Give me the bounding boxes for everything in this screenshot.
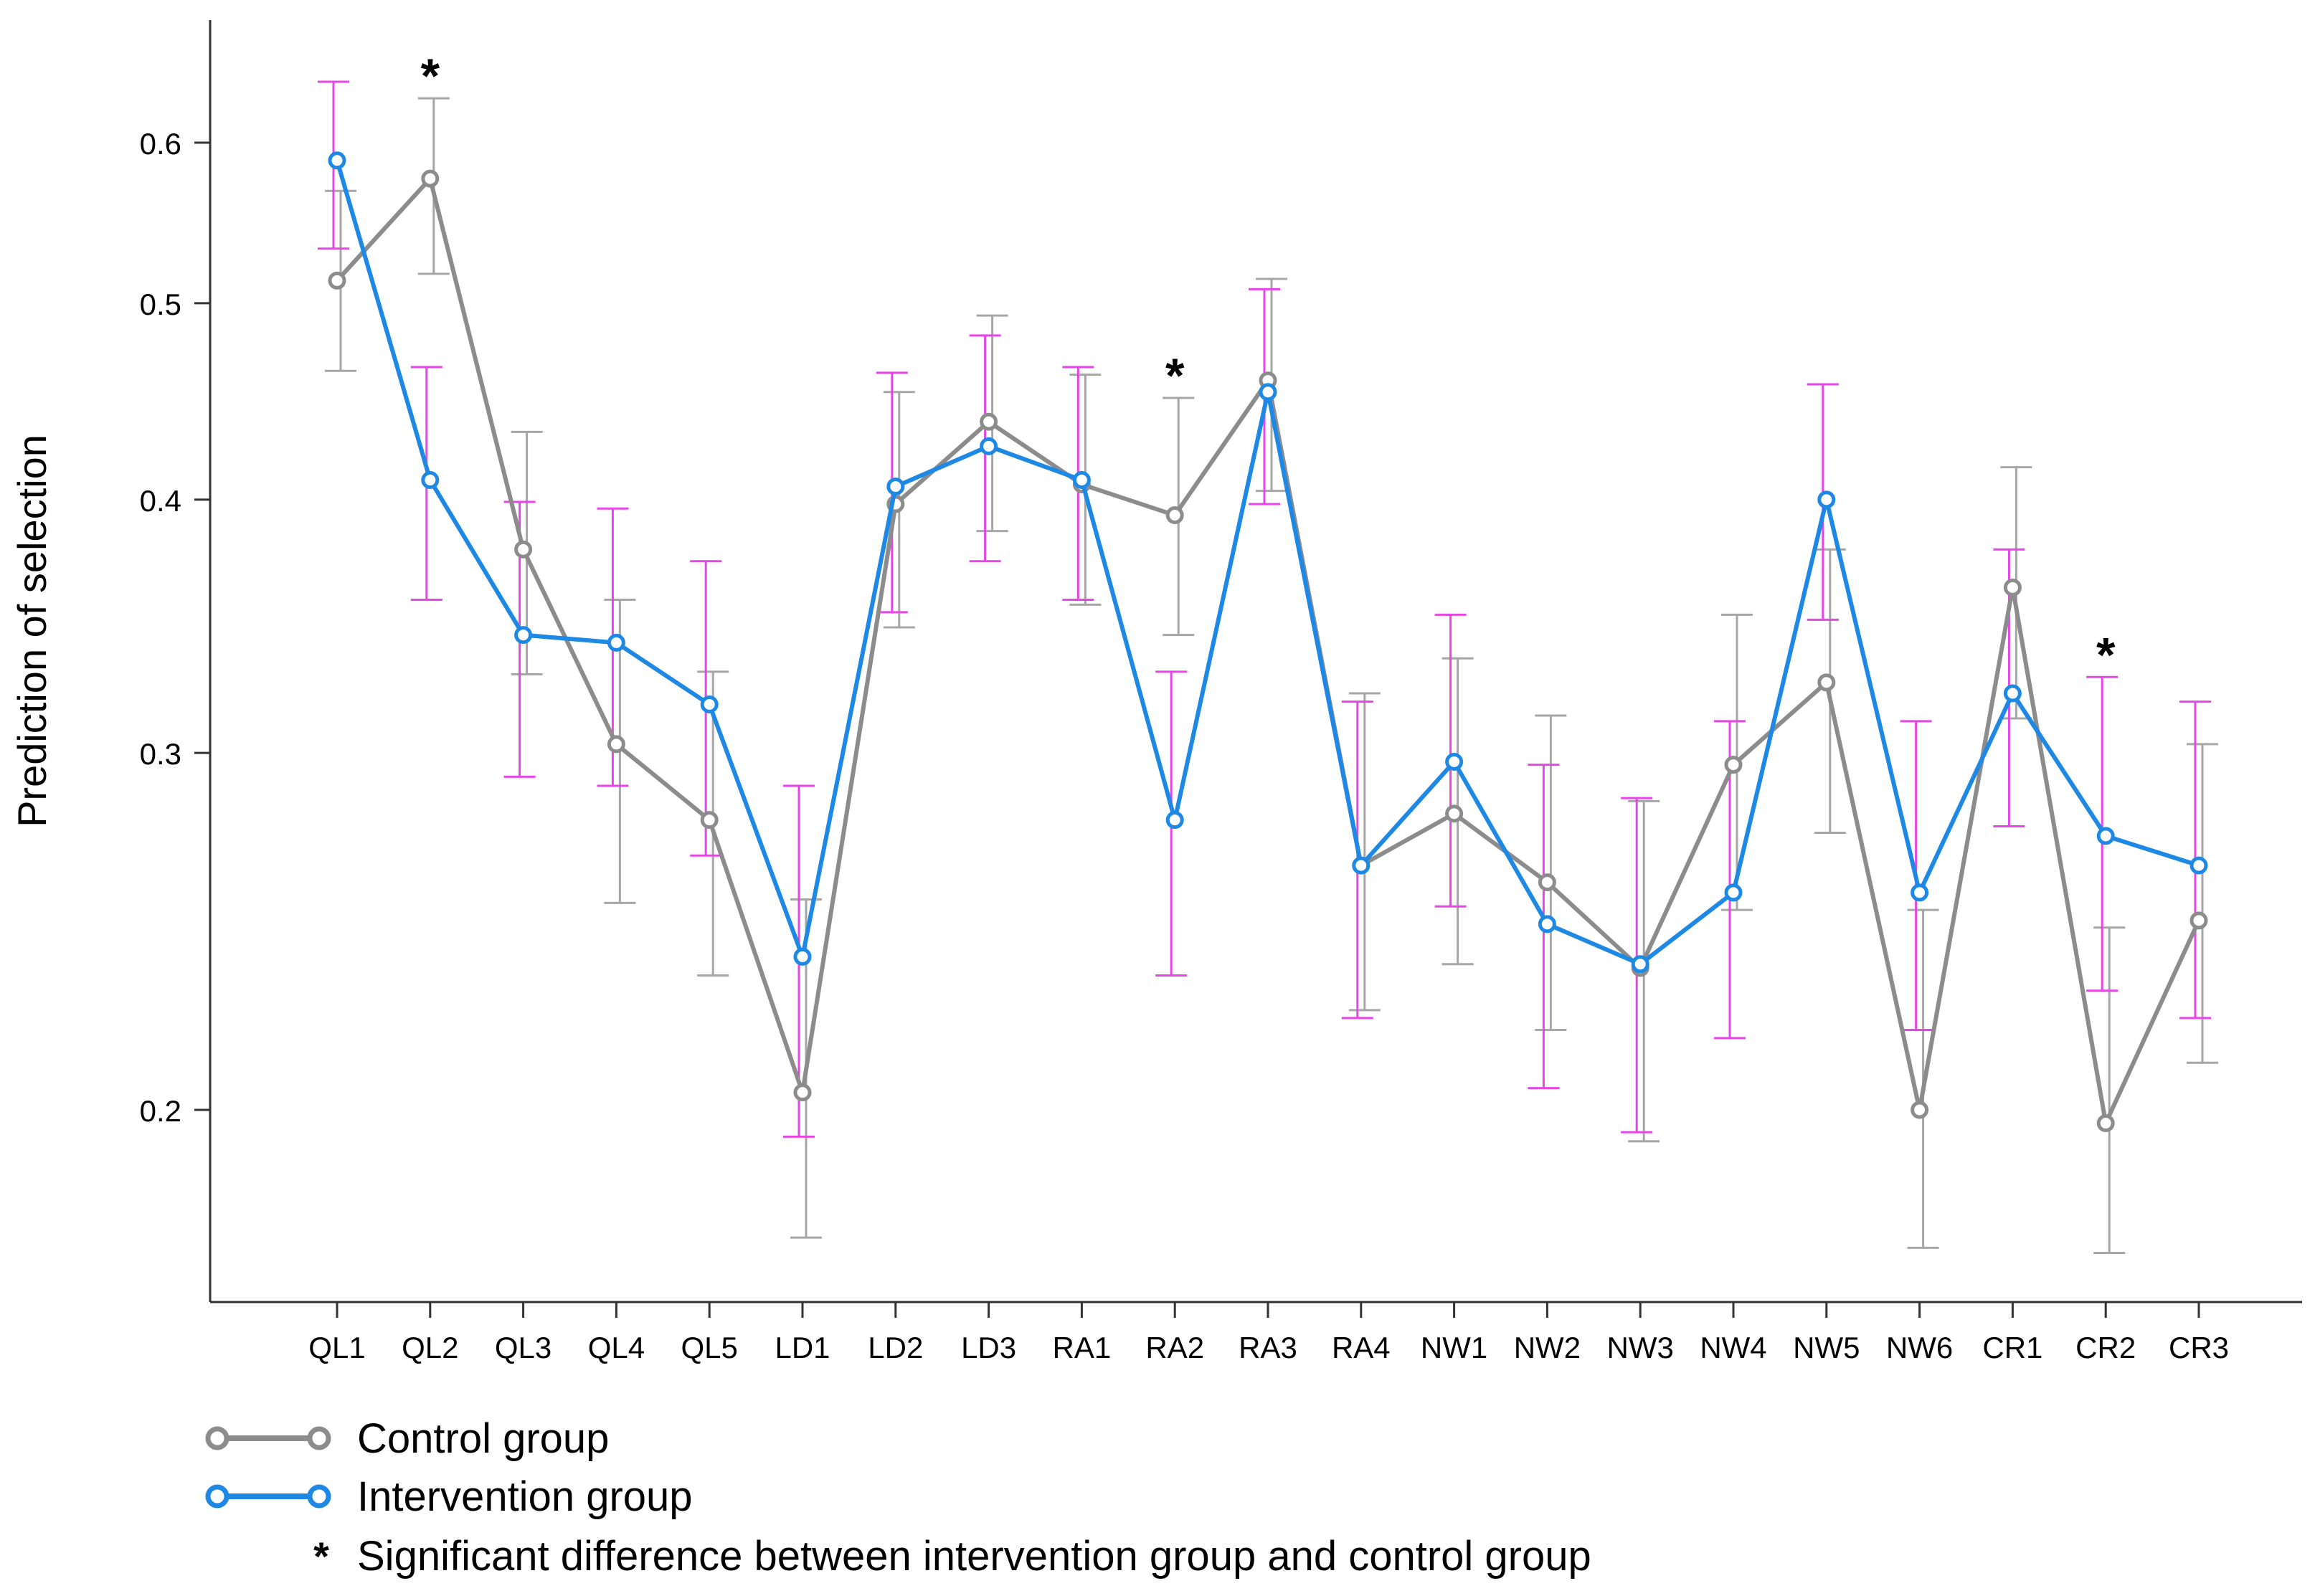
significance-marker-CR2: * bbox=[2096, 627, 2116, 682]
x-tick-label: NW1 bbox=[1421, 1331, 1487, 1364]
legend-control-marker-left bbox=[205, 1426, 229, 1450]
legend-item-intervention: Intervention group bbox=[205, 1473, 693, 1520]
axes: 0.2 0.3 0.4 0.5 0.6 QL1 QL2 QL3 QL4 QL5 LD1 LD2 LD3 R… bbox=[140, 20, 2302, 1364]
y-tick-label: 0.3 bbox=[140, 737, 181, 771]
control-error-bar bbox=[2093, 926, 2126, 1255]
x-tick-label: QL5 bbox=[681, 1331, 738, 1364]
x-tick-label: QL4 bbox=[588, 1331, 645, 1364]
intervention-point-NW2 bbox=[1538, 915, 1556, 934]
intervention-point-LD2 bbox=[886, 478, 905, 496]
significance-marker-RA2: * bbox=[1165, 348, 1185, 403]
significance-markers: * * * bbox=[421, 49, 2116, 682]
control-error-bar bbox=[2187, 743, 2218, 1064]
x-tick-label: CR2 bbox=[2075, 1331, 2136, 1364]
legend-control-marker-right bbox=[307, 1426, 331, 1450]
control-point-QL4 bbox=[607, 735, 625, 754]
x-tick-label: CR1 bbox=[1982, 1331, 2042, 1364]
intervention-point-LD3 bbox=[980, 437, 998, 455]
control-point-QL2 bbox=[421, 169, 440, 188]
x-tick-label: RA2 bbox=[1145, 1331, 1204, 1364]
control-error-bar bbox=[1535, 714, 1567, 1032]
y-tick-label: 0.5 bbox=[140, 288, 181, 321]
significance-marker-QL2: * bbox=[421, 49, 440, 103]
intervention-point-QL5 bbox=[700, 695, 719, 713]
intervention-point-NW5 bbox=[1817, 490, 1836, 509]
intervention-point-RA3 bbox=[1259, 383, 1277, 402]
control-point-CR1 bbox=[2003, 578, 2022, 597]
x-tick-label: NW3 bbox=[1607, 1331, 1674, 1364]
intervention-point-QL3 bbox=[514, 626, 533, 645]
x-tick-label: RA4 bbox=[1332, 1331, 1391, 1364]
intervention-point-NW4 bbox=[1724, 883, 1743, 902]
control-point-CR3 bbox=[2189, 911, 2208, 930]
x-tick-label: LD3 bbox=[961, 1331, 1016, 1364]
control-point-NW6 bbox=[1911, 1101, 1929, 1119]
intervention-point-CR2 bbox=[2096, 827, 2115, 845]
legend: Control group Intervention group * Signi… bbox=[205, 1415, 1591, 1580]
intervention-point-QL2 bbox=[421, 471, 440, 490]
intervention-point-NW3 bbox=[1631, 955, 1649, 974]
x-tick-label: NW6 bbox=[1886, 1331, 1953, 1364]
y-tick-label: 0.6 bbox=[140, 127, 181, 161]
control-point-NW4 bbox=[1724, 756, 1743, 774]
intervention-point-RA1 bbox=[1072, 471, 1091, 490]
legend-intervention-label: Intervention group bbox=[357, 1473, 693, 1520]
intervention-point-QL4 bbox=[607, 633, 625, 652]
control-point-NW1 bbox=[1445, 804, 1464, 823]
intervention-point-RA2 bbox=[1165, 811, 1184, 830]
y-tick-label: 0.2 bbox=[140, 1094, 181, 1128]
x-tick-label: NW2 bbox=[1514, 1331, 1581, 1364]
control-point-LD3 bbox=[980, 412, 998, 431]
x-tick-label: NW4 bbox=[1700, 1331, 1766, 1364]
intervention-point-CR1 bbox=[2003, 684, 2022, 703]
control-series bbox=[328, 169, 2208, 1133]
intervention-line bbox=[335, 159, 2200, 966]
control-point-QL5 bbox=[700, 811, 719, 830]
legend-intervention-marker-right bbox=[307, 1484, 331, 1509]
control-point-NW5 bbox=[1817, 673, 1836, 692]
x-tick-label: QL2 bbox=[402, 1331, 458, 1364]
y-axis-label: Prediction of selection bbox=[9, 434, 55, 827]
x-tick-label: QL1 bbox=[308, 1331, 365, 1364]
legend-intervention-marker-left bbox=[205, 1484, 229, 1509]
intervention-point-QL1 bbox=[328, 151, 346, 170]
legend-control-label: Control group bbox=[357, 1415, 609, 1462]
intervention-point-RA4 bbox=[1352, 856, 1370, 875]
control-error-bar bbox=[1348, 692, 1381, 1012]
x-tick-label: NW5 bbox=[1793, 1331, 1860, 1364]
control-point-QL1 bbox=[328, 271, 346, 290]
x-tick-label: LD1 bbox=[775, 1331, 830, 1364]
x-tick-label: CR3 bbox=[2169, 1331, 2229, 1364]
intervention-point-NW1 bbox=[1445, 752, 1464, 771]
legend-item-control: Control group bbox=[205, 1415, 609, 1462]
legend-significance-label: Significant difference between intervent… bbox=[357, 1533, 1591, 1580]
control-point-LD1 bbox=[793, 1083, 812, 1102]
x-tick-label: RA1 bbox=[1053, 1331, 1112, 1364]
intervention-series bbox=[328, 151, 2208, 974]
legend-significance-symbol: * bbox=[313, 1534, 329, 1579]
intervention-point-LD1 bbox=[793, 947, 812, 966]
intervention-point-CR3 bbox=[2189, 856, 2208, 875]
intervention-error-bars bbox=[318, 80, 2211, 1138]
intervention-point-NW6 bbox=[1911, 883, 1929, 902]
control-point-RA2 bbox=[1165, 506, 1184, 525]
x-tick-label: QL3 bbox=[495, 1331, 551, 1364]
x-tick-label: LD2 bbox=[868, 1331, 923, 1364]
control-point-QL3 bbox=[514, 540, 533, 559]
control-error-bars bbox=[325, 97, 2218, 1255]
x-tick-label: RA3 bbox=[1239, 1331, 1297, 1364]
legend-item-significance: * Significant difference between interve… bbox=[313, 1533, 1591, 1580]
y-tick-label: 0.4 bbox=[140, 484, 181, 518]
control-point-CR2 bbox=[2096, 1114, 2115, 1133]
control-point-NW2 bbox=[1538, 873, 1556, 892]
